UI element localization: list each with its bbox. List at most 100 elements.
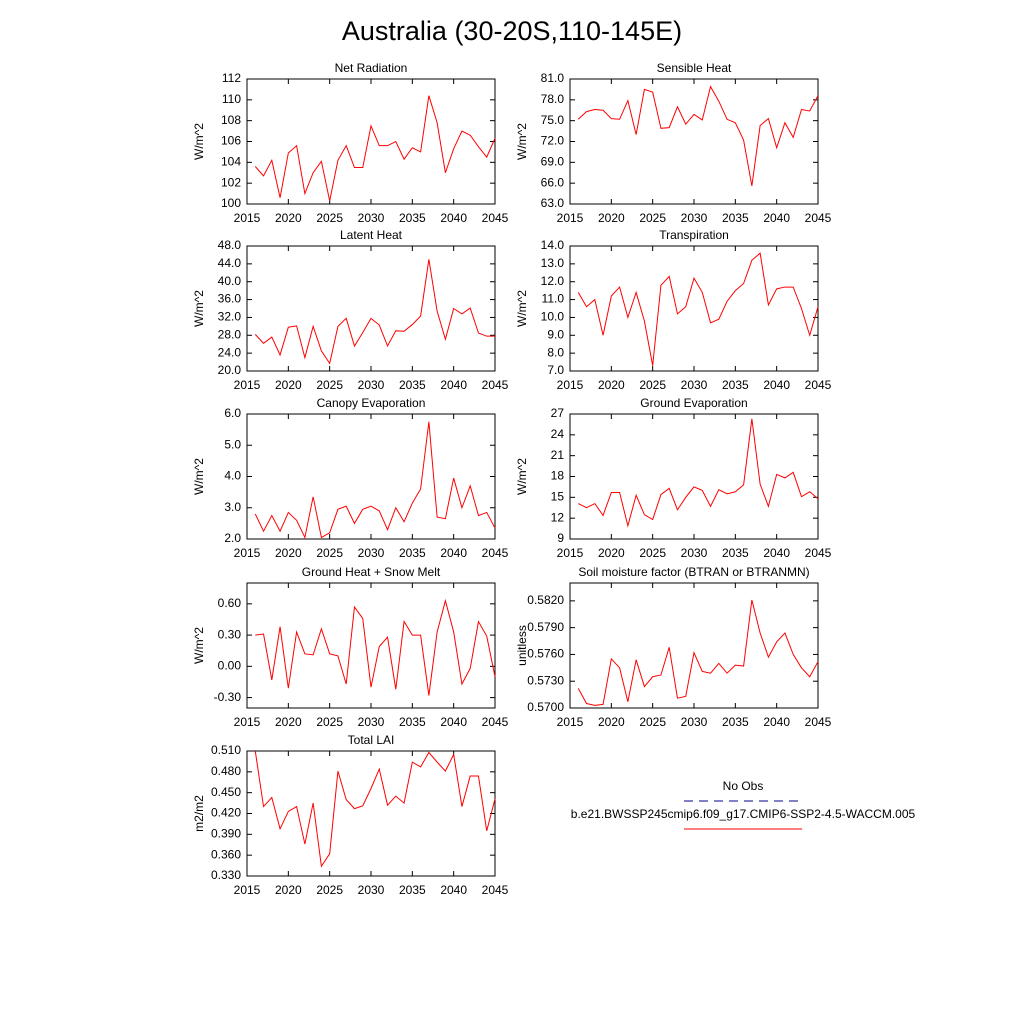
x-tick-label: 2030 [358, 546, 385, 560]
x-tick-label: 2025 [639, 378, 666, 392]
x-tick-label: 2040 [440, 715, 467, 729]
y-tick-label: 0.5820 [527, 593, 564, 607]
panel-title: Sensible Heat [657, 61, 732, 75]
y-tick-label: 0.510 [211, 743, 241, 757]
panel-title: Transpiration [659, 228, 729, 242]
panel: Net Radiation W/m^2 100 102 104 106 108 110 112 2… [192, 61, 508, 225]
x-tick-label: 2040 [763, 378, 790, 392]
x-tick-label: 2045 [805, 211, 832, 225]
panel-title: Soil moisture factor (BTRAN or BTRANMN) [578, 565, 809, 579]
panel-title: Ground Evaporation [640, 396, 747, 410]
x-tick-label: 2020 [275, 546, 302, 560]
x-tick-label: 2045 [805, 715, 832, 729]
x-tick-label: 2030 [358, 378, 385, 392]
data-line [578, 418, 819, 528]
x-tick-label: 2035 [399, 211, 426, 225]
data-line [254, 95, 496, 201]
panel-title: Latent Heat [340, 228, 403, 242]
y-tick-label: 12.0 [541, 274, 565, 288]
x-tick-label: 2035 [722, 378, 749, 392]
y-axis-label: W/m^2 [192, 290, 206, 327]
y-tick-label: 9 [557, 531, 564, 545]
panel: Total LAI m2/m2 0.330 0.360 0.390 0.420 0.450 0… [192, 733, 508, 897]
y-axis-label: m2/m2 [192, 795, 206, 832]
y-axis-label: W/m^2 [192, 458, 206, 495]
data-line [255, 598, 496, 696]
y-tick-label: 0.00 [218, 659, 242, 673]
y-tick-label: 4.0 [224, 469, 241, 483]
y-tick-label: 21 [551, 448, 565, 462]
y-tick-label: 104 [221, 155, 241, 169]
y-tick-label: 5.0 [224, 437, 241, 451]
y-tick-label: 69.0 [541, 155, 565, 169]
plot-frame [246, 413, 496, 540]
y-tick-label: 0.60 [218, 596, 242, 610]
y-axis-label: W/m^2 [192, 627, 206, 664]
x-tick-label: 2020 [275, 211, 302, 225]
panel: Soil moisture factor (BTRAN or BTRANMN) u… [515, 565, 831, 729]
y-tick-label: 108 [221, 113, 241, 127]
x-tick-label: 2030 [681, 715, 708, 729]
y-tick-label: 8.0 [547, 345, 564, 359]
x-tick-label: 2015 [234, 211, 261, 225]
data-line [254, 421, 496, 539]
y-tick-label: 0.480 [211, 764, 241, 778]
x-tick-label: 2035 [399, 546, 426, 560]
figure-title: Australia (30-20S,110-145E) [342, 16, 682, 46]
y-tick-label: 63.0 [541, 196, 565, 210]
panel: Latent Heat W/m^2 20.0 24.0 28.0 32.0 36.0 40.0… [192, 228, 508, 392]
x-tick-label: 2045 [805, 546, 832, 560]
panel: Canopy Evaporation W/m^2 2.0 3.0 4.0 5.0 6.0 20… [192, 396, 508, 560]
x-tick-label: 2015 [234, 883, 261, 897]
x-tick-label: 2025 [316, 378, 343, 392]
x-tick-label: 2040 [440, 883, 467, 897]
panel-title: Net Radiation [335, 61, 408, 75]
y-tick-label: 40.0 [218, 274, 242, 288]
plot-frame [569, 245, 819, 372]
y-axis-label: unitless [515, 625, 529, 666]
x-tick-label: 2015 [234, 546, 261, 560]
x-tick-label: 2045 [482, 211, 509, 225]
x-tick-label: 2025 [639, 715, 666, 729]
x-tick-label: 2035 [399, 378, 426, 392]
x-tick-label: 2025 [316, 211, 343, 225]
y-axis-label: W/m^2 [515, 290, 529, 327]
x-tick-label: 2020 [598, 546, 625, 560]
y-tick-label: 72.0 [541, 134, 565, 148]
y-tick-label: 11.0 [542, 292, 565, 306]
y-tick-label: 28.0 [218, 327, 242, 341]
y-tick-label: 15 [551, 490, 565, 504]
y-tick-label: 75.0 [541, 113, 565, 127]
x-tick-label: 2045 [805, 378, 832, 392]
data-line [577, 599, 819, 706]
x-tick-label: 2015 [234, 715, 261, 729]
x-tick-label: 2045 [482, 546, 509, 560]
data-line [254, 750, 496, 868]
x-tick-label: 2040 [763, 715, 790, 729]
x-tick-label: 2020 [598, 211, 625, 225]
x-tick-label: 2025 [316, 883, 343, 897]
data-line [577, 85, 819, 187]
x-tick-label: 2015 [557, 378, 584, 392]
y-tick-label: 100 [221, 196, 241, 210]
plot-frame [246, 750, 496, 877]
y-tick-label: 0.420 [211, 806, 241, 820]
y-tick-label: 20.0 [218, 363, 242, 377]
y-tick-label: 48.0 [218, 238, 242, 252]
y-tick-label: 27 [551, 406, 565, 420]
y-axis-label: W/m^2 [192, 123, 206, 160]
x-tick-label: 2040 [440, 546, 467, 560]
x-tick-label: 2030 [358, 211, 385, 225]
x-tick-label: 2015 [557, 715, 584, 729]
x-tick-label: 2015 [557, 546, 584, 560]
panel: Sensible Heat W/m^2 63.0 66.0 69.0 72.0 75.0 78… [515, 61, 831, 225]
y-tick-label: 106 [221, 134, 241, 148]
x-tick-label: 2020 [275, 378, 302, 392]
panel-title: Total LAI [348, 733, 395, 747]
data-line [577, 252, 819, 366]
y-tick-label: 44.0 [218, 256, 242, 270]
y-tick-label: 10.0 [541, 310, 565, 324]
x-tick-label: 2030 [681, 546, 708, 560]
x-tick-label: 2020 [598, 378, 625, 392]
